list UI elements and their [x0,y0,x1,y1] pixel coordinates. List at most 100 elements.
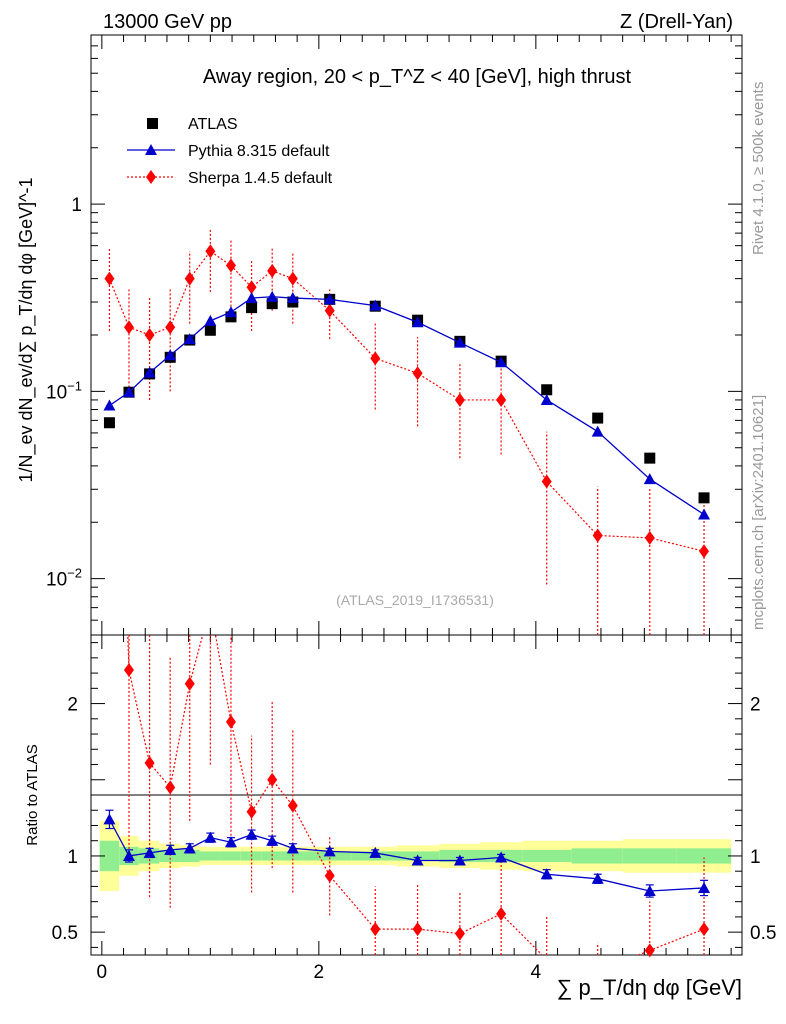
ratio-pythia-point [224,836,237,848]
ratio-band-inner [199,851,221,861]
analysis-id: (ATLAS_2019_I1736531) [336,592,494,608]
sherpa-point [165,320,176,335]
atlas-point [644,452,656,464]
ratio-series-layer [103,635,711,958]
x-tick-label: 4 [531,962,542,983]
pythia-point [122,386,135,398]
sherpa-point [644,530,655,545]
sherpa-point [412,366,423,381]
atlas-point [246,302,258,314]
atlas-point [698,492,710,504]
ratio-sherpa-point [324,868,335,883]
sherpa-point [144,328,155,342]
legend-atlas-label: ATLAS [188,116,238,133]
pythia-point [540,393,553,405]
pythia-point [224,306,237,318]
ratio-tick-label-right: 1 [750,847,761,868]
sherpa-point [246,280,257,295]
ratio-pythia-point [698,881,711,893]
atlas-point [266,298,278,310]
ratio-pythia-point [164,843,177,855]
atlas-point [541,384,553,396]
ratio-tick-label-left: 0.5 [52,923,78,944]
ratio-tick-label-left: 2 [67,695,78,716]
ratio-sherpa-point [644,943,655,958]
ratio-pythia-point [495,851,508,863]
x-axis-label: ∑ p_T/dη dφ [GeV] [557,975,742,1000]
ratio-tick-label-right: 2 [750,695,761,716]
rivet-version-label: Rivet 4.1.0, ≥ 500k events [750,82,767,255]
ratio-sherpa-point [370,922,381,937]
pythia-point [286,292,299,304]
ratio-sherpa-point [225,714,236,729]
y-tick-label: 10−1 [46,378,82,403]
atlas-point [204,324,216,336]
pythia-line [109,296,705,516]
ratio-sherpa-point [123,663,134,678]
pythia-point [143,366,156,378]
pythia-point [204,314,217,326]
sherpa-point [104,271,115,286]
pythia-point [411,316,424,328]
ratio-sherpa-point [184,676,195,691]
legend: ATLAS Pythia 8.315 default Sherpa 1.4.5 … [127,116,333,187]
sherpa-point [287,271,298,286]
ratio-sherpa-point [412,922,423,937]
pythia-point [698,508,711,520]
sherpa-point [496,392,507,407]
sherpa-point [699,544,710,559]
pythia-point [323,293,336,305]
ratio-band-inner [522,849,572,863]
ratio-y-axis-label: Ratio to ATLAS [24,744,41,845]
sherpa-point [225,258,236,273]
ratio-pythia-point [369,846,382,858]
pythia-point [245,292,258,304]
pythia-point [453,336,466,348]
atlas-point [592,412,604,424]
sherpa-point [205,244,216,259]
ratio-uncertainty-bands [99,820,732,891]
ratio-sherpa-point [267,772,278,787]
pythia-point [164,349,177,361]
ratio-band-inner [571,848,623,864]
main-series-layer [103,228,711,635]
ratio-pythia-point [591,872,604,884]
ratio-sherpa-point [246,804,257,819]
legend-atlas-marker [147,118,158,129]
sherpa-point [267,263,278,278]
ratio-band-inner [676,848,732,864]
sherpa-point [370,351,381,366]
pythia-point [495,356,508,368]
ratio-band-inner [99,840,120,872]
ratio-pythia-point [453,854,466,866]
pythia-point [183,333,196,345]
ratio-pythia-point [643,885,656,896]
ratio-pythia-point [411,854,424,866]
pythia-point [643,473,656,485]
ratio-pythia-point [183,842,196,854]
ratio-pythia-point [143,846,156,858]
sherpa-point [123,320,134,335]
ratio-sherpa-point [699,922,710,937]
sherpa-line [108,250,705,552]
legend-pythia-marker [145,144,157,155]
sherpa-point [454,392,465,407]
x-tick-label: 2 [314,962,325,983]
ratio-tick-label-right: 0.5 [750,923,776,944]
y-tick-label: 10−2 [46,566,82,591]
sherpa-point [541,474,552,489]
mcplots-source-label: mcplots.cern.ch [arXiv:2401.10621] [750,395,767,630]
ratio-sherpa-point [496,906,507,921]
ratio-tick-label-left: 1 [67,847,78,868]
ratio-sherpa-point [454,926,465,941]
ratio-pythia-point [245,828,258,840]
pythia-point [103,399,116,411]
sherpa-point [184,271,195,286]
ratio-band-inner [622,848,677,864]
legend-sherpa-label: Sherpa 1.4.5 default [188,170,333,187]
ratio-pythia-point [204,831,217,843]
legend-sherpa-marker [146,170,156,184]
chart-title: Away region, 20 < p_T^Z < 40 [GeV], high… [203,66,632,88]
main-y-axis-label: 1/N_ev dN_ev/d∑ p_T/dη dφ [GeV]^-1 [16,177,37,482]
